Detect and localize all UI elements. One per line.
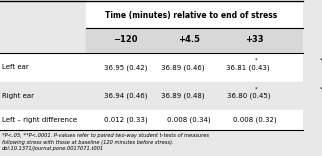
Text: Left – right difference: Left – right difference (3, 117, 78, 123)
Text: **: ** (320, 87, 322, 92)
Text: Left ear: Left ear (3, 64, 29, 71)
Text: −120: −120 (113, 35, 138, 44)
Text: 36.95 (0.42): 36.95 (0.42) (104, 64, 147, 71)
Text: **: ** (320, 58, 322, 63)
Text: 36.80 (0.45): 36.80 (0.45) (226, 93, 270, 99)
Text: Time (minutes) relative to end of stress: Time (minutes) relative to end of stress (105, 11, 277, 20)
Text: 36.81 (0.43): 36.81 (0.43) (226, 64, 270, 71)
Text: 0.008 (0.34): 0.008 (0.34) (167, 117, 211, 123)
Text: 36.89 (0.46): 36.89 (0.46) (161, 64, 205, 71)
Text: *: * (255, 58, 257, 63)
Text: *P<.05, **P<.0001. P-values refer to paired two-way student t-tests of measures
: *P<.05, **P<.0001. P-values refer to pai… (2, 133, 209, 151)
Text: +4.5: +4.5 (178, 35, 200, 44)
Text: 36.89 (0.48): 36.89 (0.48) (161, 93, 205, 99)
Text: 36.94 (0.46): 36.94 (0.46) (104, 93, 147, 99)
Bar (0, 53, 303, 82)
Text: +33: +33 (245, 35, 264, 44)
Bar (0, 110, 303, 130)
Bar (86, 0, 303, 28)
Bar (0, 82, 303, 110)
Bar (86, 28, 303, 53)
Text: *: * (255, 87, 257, 92)
Text: 0.012 (0.33): 0.012 (0.33) (104, 117, 147, 123)
Text: Right ear: Right ear (3, 93, 34, 99)
Text: 0.008 (0.32): 0.008 (0.32) (232, 117, 276, 123)
